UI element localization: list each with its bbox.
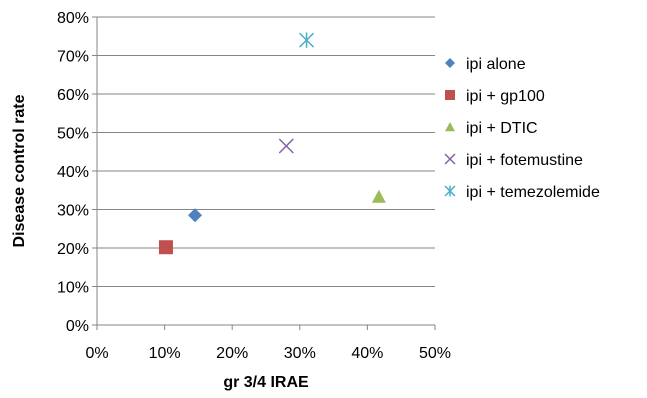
x-tick-label: 20% [216, 345, 248, 362]
legend-item: ipi alone [445, 56, 526, 73]
legend-label: ipi + fotemustine [466, 152, 583, 169]
legend-label: ipi + gp100 [466, 88, 545, 105]
legend-marker [444, 153, 456, 165]
legend-marker [445, 90, 455, 100]
y-tick-labels: 0% 10% 20% 30% 40% 50% 60% 70% 80% [57, 10, 89, 335]
x-tick-label: 50% [419, 345, 451, 362]
axes [92, 16, 436, 330]
data-points [158, 32, 386, 255]
y-tick-label: 60% [57, 87, 89, 104]
y-tick-label: 30% [57, 203, 89, 220]
legend-label: ipi + temezolemide [466, 184, 600, 201]
legend: ipi alone ipi + gp100 ipi + DTIC ipi + fote… [444, 56, 600, 201]
y-tick-label: 40% [57, 164, 89, 181]
data-point [299, 32, 315, 48]
y-tick-label: 20% [57, 241, 89, 258]
y-tick-label: 0% [66, 318, 89, 335]
x-tick-label: 40% [351, 345, 383, 362]
gridlines [97, 16, 435, 287]
legend-marker [445, 58, 455, 68]
data-point [188, 208, 203, 223]
legend-label: ipi alone [466, 56, 526, 73]
x-tick-label: 0% [85, 345, 108, 362]
legend-item: ipi + temezolemide [444, 184, 600, 201]
x-axis-title: gr 3/4 IRAE [223, 374, 309, 391]
y-axis-title: Disease control rate [11, 94, 28, 247]
legend-item: ipi + gp100 [445, 88, 545, 105]
legend-marker [444, 185, 456, 197]
y-tick-label: 80% [57, 10, 89, 27]
y-tick-label: 50% [57, 126, 89, 143]
x-tick-label: 30% [284, 345, 316, 362]
legend-item: ipi + DTIC [445, 120, 538, 137]
x-tick-labels: 0% 10% 20% 30% 40% 50% [85, 345, 451, 362]
legend-label: ipi + DTIC [466, 120, 538, 137]
data-point [278, 138, 294, 154]
legend-marker [445, 122, 455, 132]
data-point [371, 189, 386, 203]
legend-item: ipi + fotemustine [444, 152, 583, 169]
y-tick-label: 70% [57, 49, 89, 66]
y-tick-label: 10% [57, 280, 89, 297]
data-point [158, 240, 173, 255]
x-tick-label: 10% [149, 345, 181, 362]
